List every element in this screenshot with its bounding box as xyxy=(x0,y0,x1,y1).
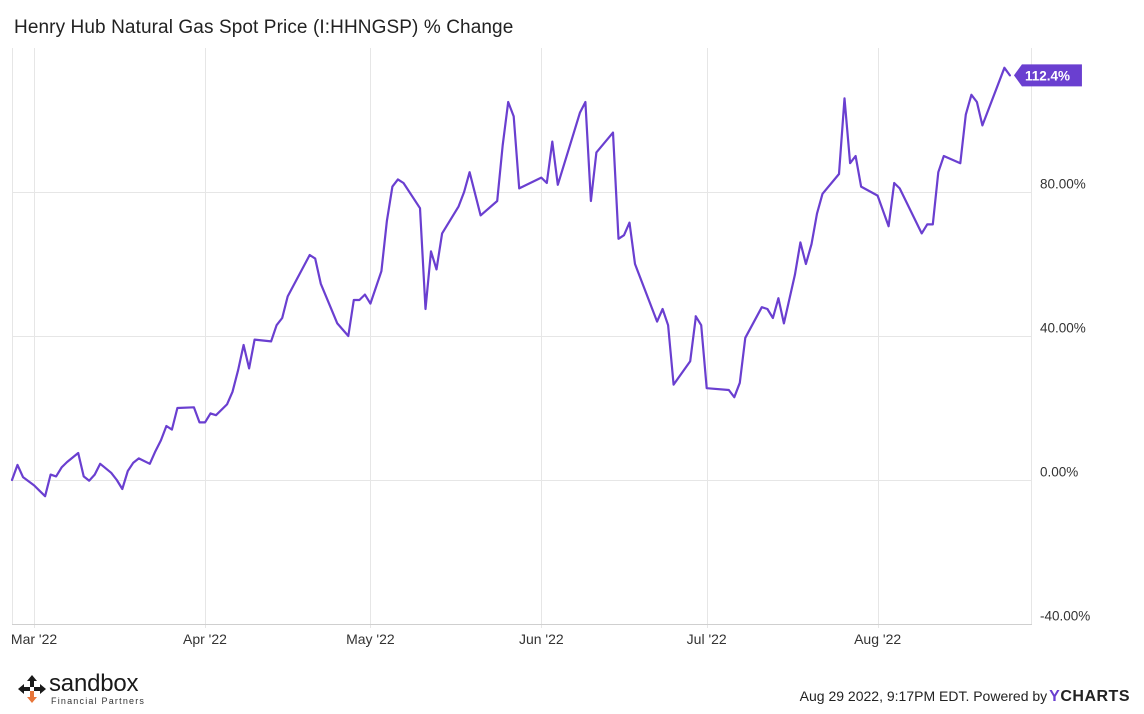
ycharts-wordmark: CHARTS xyxy=(1060,688,1130,705)
last-value-label: 112.4% xyxy=(1025,68,1070,83)
x-tick-label: Jun '22 xyxy=(519,631,564,647)
y-tick-label: 0.00% xyxy=(1040,465,1078,480)
series-line xyxy=(10,66,1011,498)
logo-subtitle: Financial Partners xyxy=(51,696,146,706)
sandbox-logo: sandbox Financial Partners xyxy=(17,670,157,711)
footer-timestamp: Aug 29 2022, 9:17PM EDT. Powered by xyxy=(799,688,1048,704)
x-tick-label: Aug '22 xyxy=(854,631,901,647)
x-tick-label: Jul '22 xyxy=(687,631,727,647)
y-tick-label: -40.00% xyxy=(1040,609,1090,624)
x-tick-label: Apr '22 xyxy=(183,631,227,647)
y-tick-label: 40.00% xyxy=(1040,321,1086,336)
logo-wordmark: sandbox xyxy=(49,670,139,697)
x-axis-ticks: Mar '22 Apr '22 May '22 Jun '22 Jul '22 Aug '… xyxy=(11,631,901,647)
last-value-badge: 112.4% xyxy=(1013,64,1082,87)
y-tick-label: 80.00% xyxy=(1040,177,1086,192)
last-value-badge-shape xyxy=(1013,64,1082,87)
x-tick-label: Mar '22 xyxy=(11,631,57,647)
y-axis-ticks: -40.00% 0.00% 40.00% 80.00% xyxy=(1040,177,1090,624)
footer-credit: Aug 29 2022, 9:17PM EDT. Powered by YCHA… xyxy=(800,688,1130,706)
grid-lines xyxy=(12,48,1032,628)
sandbox-cross-arrows-icon xyxy=(18,675,46,703)
ycharts-y-letter: Y xyxy=(1049,688,1061,705)
x-tick-label: May '22 xyxy=(346,631,395,647)
ycharts-link[interactable]: YCHARTS xyxy=(1049,688,1130,706)
chart-title: Henry Hub Natural Gas Spot Price (I:HHNG… xyxy=(14,17,514,38)
